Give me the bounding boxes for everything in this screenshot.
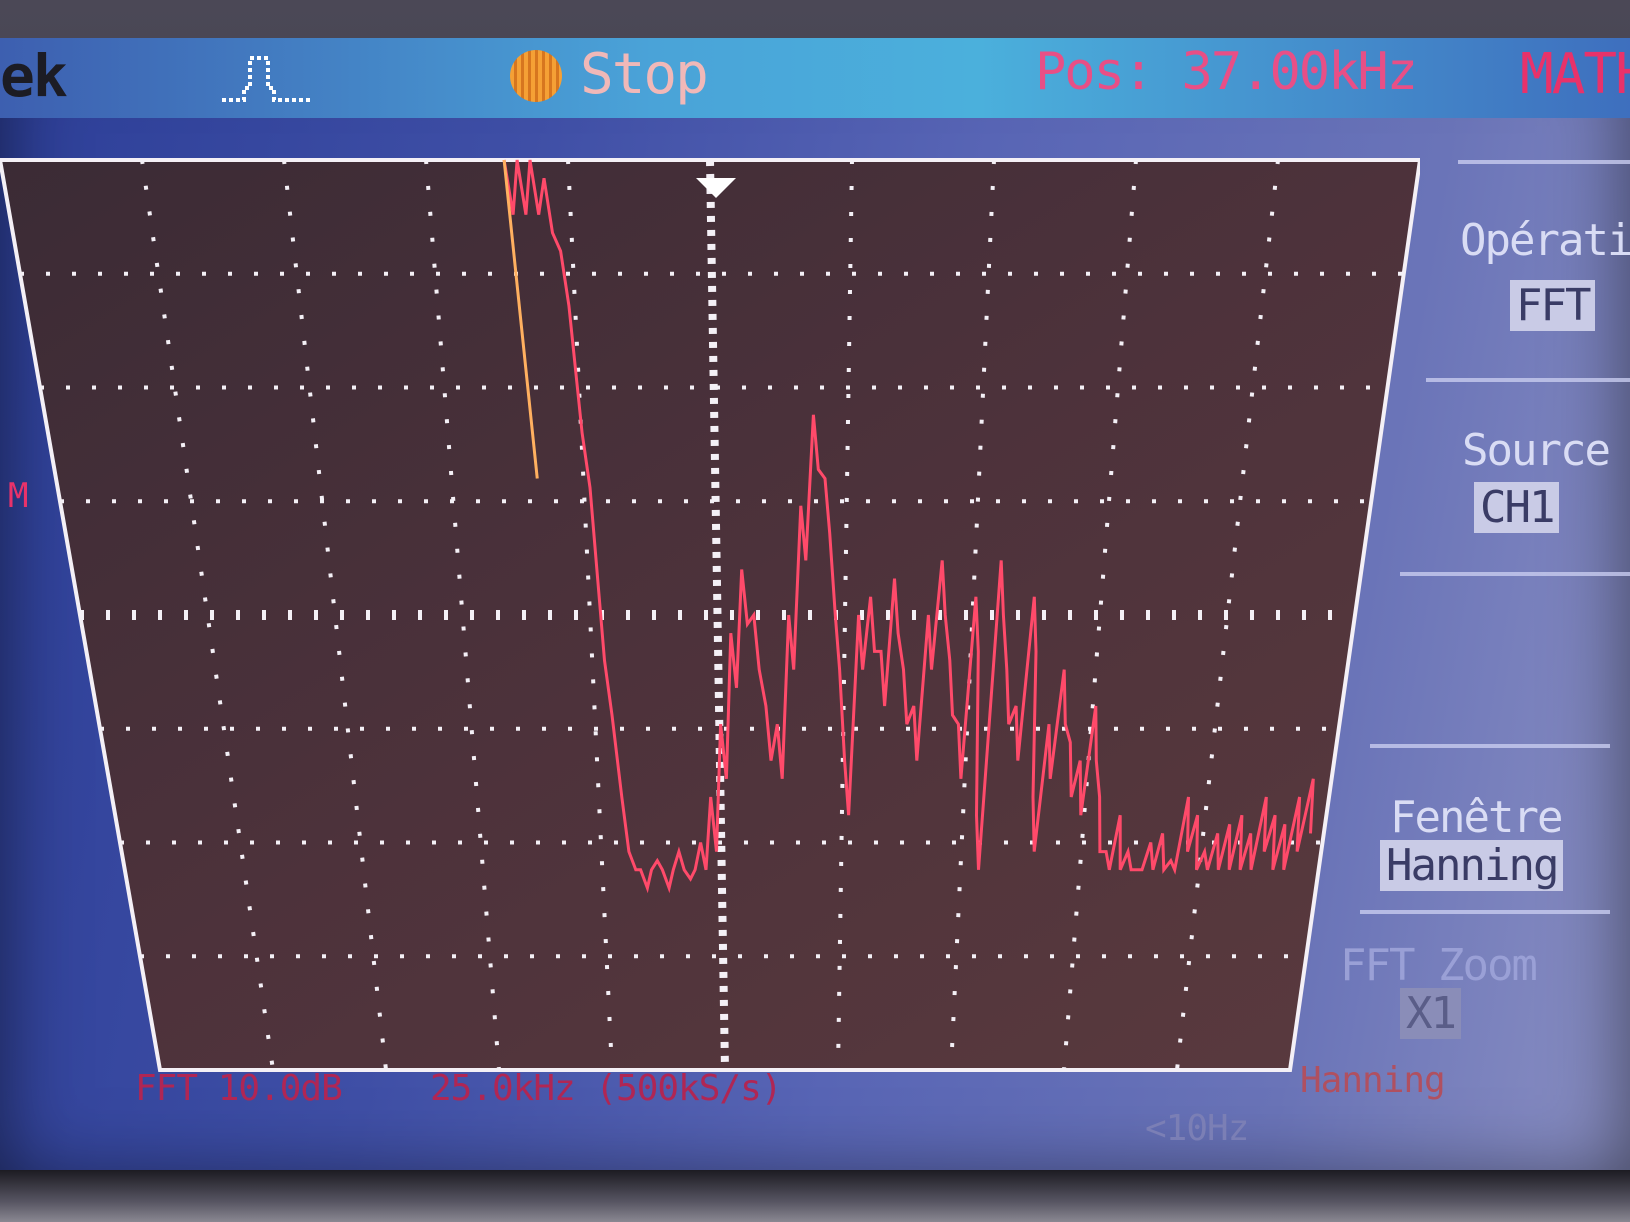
oscilloscope-screen: ek Stop Pos: 37.00kHz MATH M O xyxy=(0,38,1630,1183)
stop-indicator-icon xyxy=(510,50,562,102)
menu-title: MATH xyxy=(1520,42,1630,107)
window-title: Fenêtre xyxy=(1390,792,1563,843)
window-value[interactable]: Hanning xyxy=(1380,840,1564,891)
menu-separator xyxy=(1370,744,1610,748)
fft-zoom-value[interactable]: X1 xyxy=(1400,988,1461,1039)
fft-trace-line xyxy=(502,159,1315,894)
fft-zoom-title: FFT Zoom xyxy=(1340,940,1538,991)
status-bar: ek Stop Pos: 37.00kHz MATH xyxy=(0,38,1630,118)
brand-logo: ek xyxy=(0,42,68,110)
run-state-label[interactable]: Stop xyxy=(580,42,709,107)
menu-separator xyxy=(1458,160,1630,164)
waveform-display xyxy=(0,120,1420,1120)
menu-separator xyxy=(1426,378,1630,382)
pulse-trigger-icon xyxy=(222,56,312,102)
operation-value[interactable]: FFT xyxy=(1510,280,1596,331)
readout-bar: FFT 10.0dB 25.0kHz (500kS/s) Hanning <10… xyxy=(0,1060,1630,1183)
graticule-grid xyxy=(20,159,1404,1071)
frequency-readout: <10Hz xyxy=(1145,1108,1249,1149)
fft-dc-spike xyxy=(502,159,539,479)
menu-separator xyxy=(1360,910,1610,914)
trigger-position-marker xyxy=(696,178,736,198)
vertical-scale-readout: FFT 10.0dB xyxy=(135,1068,343,1109)
math-reference-marker: M xyxy=(8,476,29,516)
lower-bezel xyxy=(0,1170,1630,1222)
side-menu: Opératio FFT Source CH1 Fenêtre Hanning … xyxy=(1330,120,1630,1120)
graticule-vertical-line xyxy=(706,159,729,1071)
source-title: Source xyxy=(1462,425,1611,476)
span-readout: 25.0kHz (500kS/s) xyxy=(430,1068,782,1109)
fft-trace xyxy=(502,159,1315,894)
window-readout: Hanning xyxy=(1300,1060,1446,1101)
graticule-border xyxy=(0,158,1420,1072)
operation-title: Opératio xyxy=(1460,215,1630,266)
source-value[interactable]: CH1 xyxy=(1474,482,1560,533)
menu-separator xyxy=(1400,572,1630,576)
fft-plot xyxy=(0,158,1420,1072)
horizontal-position-readout: Pos: 37.00kHz xyxy=(1035,42,1418,102)
